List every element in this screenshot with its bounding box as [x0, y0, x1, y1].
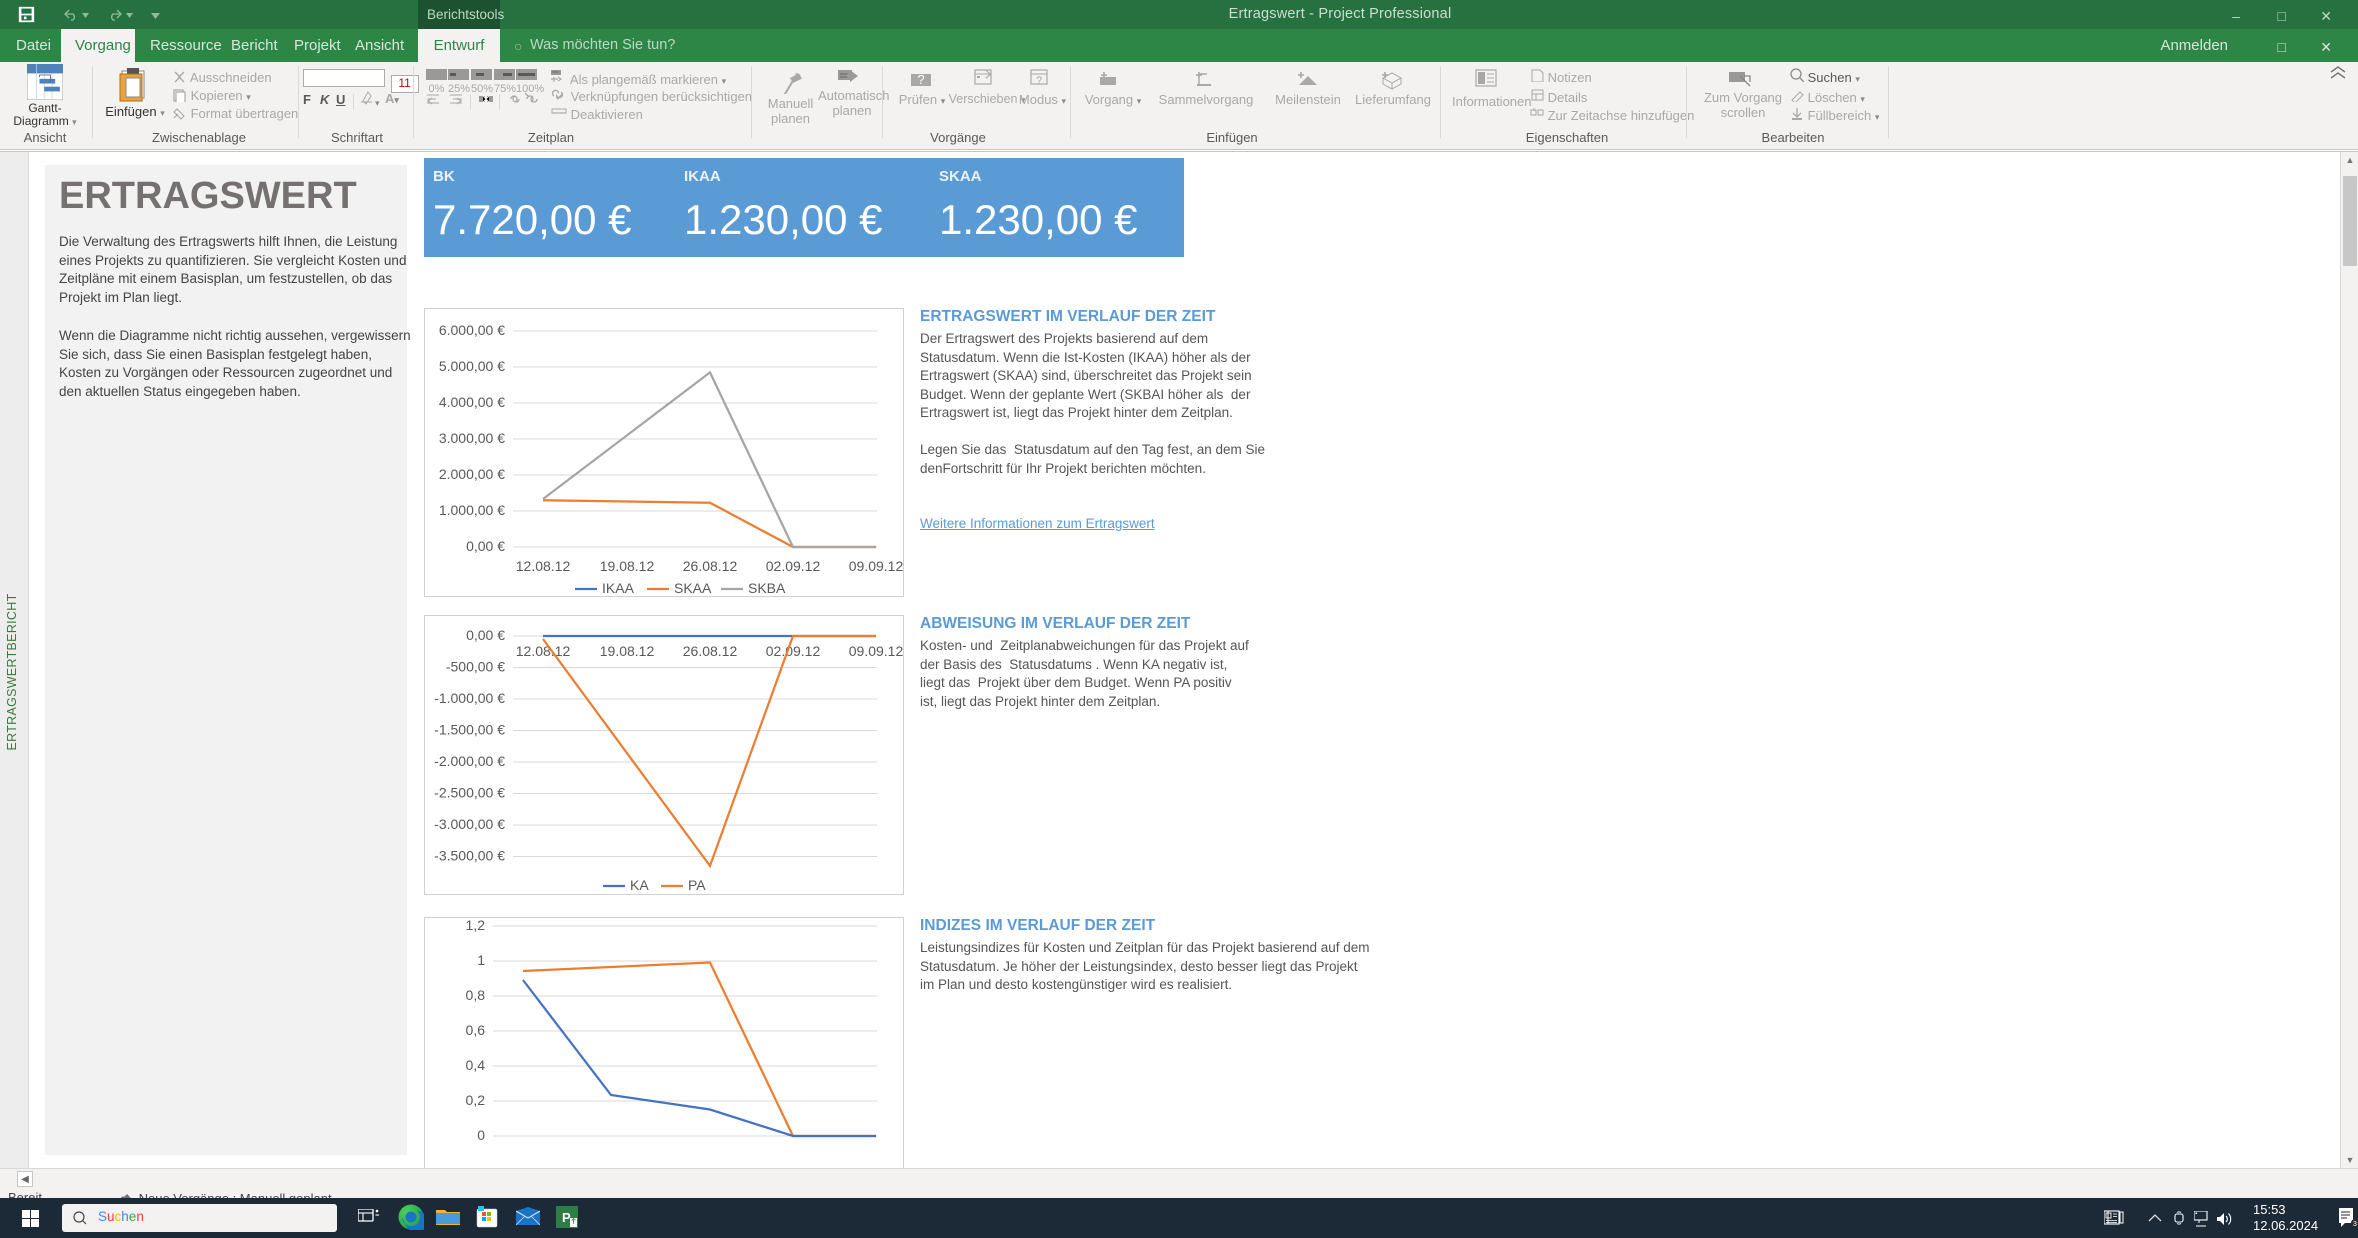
svg-text:02.09.12: 02.09.12: [766, 643, 821, 659]
svg-text:09.09.12: 09.09.12: [849, 643, 904, 659]
svg-text:0,00 €: 0,00 €: [466, 538, 505, 554]
svg-text:1: 1: [477, 952, 485, 968]
svg-text:KA: KA: [630, 877, 649, 893]
svg-text:0,6: 0,6: [466, 1022, 486, 1038]
svg-text:SKAA: SKAA: [674, 580, 712, 596]
svg-text:?: ?: [1036, 75, 1042, 87]
svg-text:2.000,00 €: 2.000,00 €: [439, 466, 505, 482]
svg-text:0: 0: [477, 1127, 485, 1143]
svg-text:19.08.12: 19.08.12: [600, 558, 655, 574]
svg-text:-1.000,00 €: -1.000,00 €: [434, 690, 505, 706]
svg-text:12.08.12: 12.08.12: [516, 643, 571, 659]
svg-text:-3.500,00 €: -3.500,00 €: [434, 848, 505, 864]
svg-text:4.000,00 €: 4.000,00 €: [439, 394, 505, 410]
svg-text:6.000,00 €: 6.000,00 €: [439, 322, 505, 338]
svg-text:0,4: 0,4: [466, 1057, 486, 1073]
svg-text:1.000,00 €: 1.000,00 €: [439, 502, 505, 518]
svg-text:PA: PA: [688, 877, 706, 893]
svg-text:26.08.12: 26.08.12: [683, 643, 738, 659]
svg-text:P: P: [562, 1210, 571, 1225]
svg-text:-1.500,00 €: -1.500,00 €: [434, 722, 505, 738]
svg-text:0,2: 0,2: [466, 1092, 486, 1108]
svg-text:-2.000,00 €: -2.000,00 €: [434, 753, 505, 769]
svg-text:IKAA: IKAA: [602, 580, 635, 596]
svg-text:?: ?: [917, 72, 924, 87]
svg-text:02.09.12: 02.09.12: [766, 558, 821, 574]
svg-text:SKBA: SKBA: [748, 580, 786, 596]
svg-text:19.08.12: 19.08.12: [600, 643, 655, 659]
svg-text:26.08.12: 26.08.12: [683, 558, 738, 574]
svg-text:0,8: 0,8: [466, 987, 486, 1003]
svg-text:5.000,00 €: 5.000,00 €: [439, 358, 505, 374]
svg-text:-2.500,00 €: -2.500,00 €: [434, 785, 505, 801]
svg-text:0,00 €: 0,00 €: [466, 627, 505, 643]
svg-text:-500,00 €: -500,00 €: [446, 659, 505, 675]
svg-text:1,2: 1,2: [466, 918, 486, 933]
svg-text:09.09.12: 09.09.12: [849, 558, 904, 574]
svg-text:-3.000,00 €: -3.000,00 €: [434, 816, 505, 832]
svg-text:3.000,00 €: 3.000,00 €: [439, 430, 505, 446]
svg-text:3: 3: [2353, 1221, 2357, 1228]
svg-text:12.08.12: 12.08.12: [516, 558, 571, 574]
